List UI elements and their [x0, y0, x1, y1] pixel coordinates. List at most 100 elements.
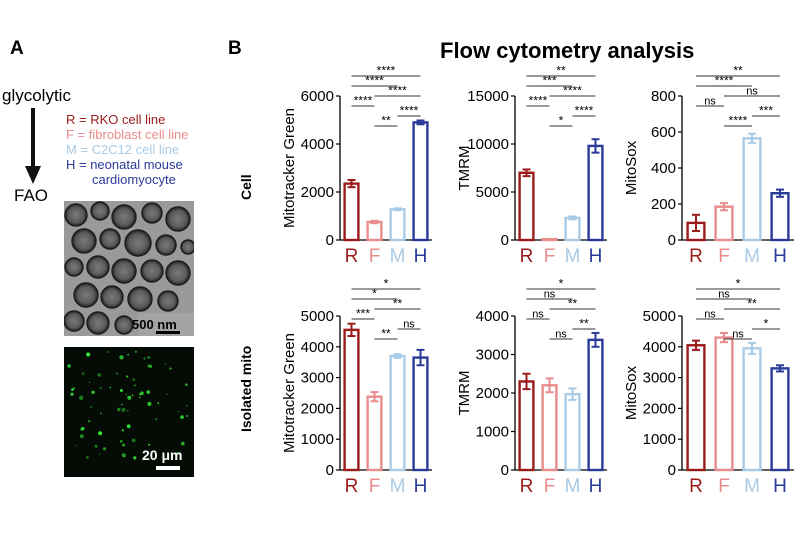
significance-label: **** [354, 94, 373, 108]
legend-item-m: M = C2C12 cell line [66, 142, 180, 157]
bar-F [714, 205, 734, 242]
significance-label: ** [568, 297, 578, 311]
y-tick-label: 0 [501, 462, 509, 479]
y-tick-label: 3000 [301, 370, 334, 387]
x-tick-label-R: R [689, 476, 703, 497]
legend-item-h-cont: cardiomyocyte [92, 172, 176, 187]
fluorescent-spot [97, 373, 102, 377]
fluorescent-spot [121, 404, 123, 406]
fluorescent-spot [127, 409, 129, 412]
fluorescence-mito-image [64, 347, 194, 477]
bar-R [518, 380, 535, 472]
y-tick-label: 4000 [476, 308, 509, 325]
fluorescent-spot [134, 384, 136, 387]
fluorescent-spot [155, 418, 158, 421]
x-tick-label-F: F [369, 246, 381, 267]
significance-label: * [559, 114, 564, 128]
x-tick-label-F: F [718, 246, 730, 267]
legend-item-f: F = fibroblast cell line [66, 127, 189, 142]
significance-label: * [372, 287, 377, 301]
significance-label: * [736, 277, 741, 291]
em-scale-bar-label: 500 nm [132, 317, 177, 332]
significance-label: ** [381, 327, 391, 341]
legend-item-h: H = neonatal mouse [66, 157, 183, 172]
y-tick-label: 4000 [301, 136, 334, 153]
y-axis-label: TMRM [456, 371, 473, 416]
fluorescent-spot [99, 386, 102, 389]
y-tick-label: 0 [668, 232, 676, 249]
fluorescent-spot [131, 438, 136, 443]
fluorescent-spot [119, 355, 124, 360]
fluorescent-spot [169, 367, 172, 370]
significance-label: **** [729, 114, 748, 128]
fluorescent-spot [139, 396, 141, 399]
x-tick-label-F: F [544, 246, 556, 267]
significance-label: ** [579, 317, 589, 331]
bar-R [518, 171, 535, 242]
fluorescent-spot [146, 390, 150, 394]
y-tick-label: 2000 [476, 385, 509, 402]
y-tick-label: 2000 [643, 400, 676, 417]
schematic-top-label: glycolytic [2, 86, 71, 105]
x-tick-label-R: R [520, 476, 534, 497]
bar-F [366, 395, 383, 472]
significance-label: ns [555, 329, 567, 341]
em-micrograph-image [64, 201, 194, 336]
x-tick-label-M: M [565, 476, 581, 497]
glycolysis-to-fao-arrow [25, 108, 41, 184]
fluorescent-spot [125, 394, 127, 396]
x-tick-label-R: R [345, 246, 359, 267]
significance-label: ns [403, 319, 415, 331]
significance-label: **** [715, 74, 734, 88]
x-tick-label-H: H [414, 476, 428, 497]
y-tick-label: 0 [326, 232, 334, 249]
fluorescent-spot [73, 387, 76, 390]
x-tick-label-H: H [589, 246, 603, 267]
y-tick-label: 200 [651, 196, 676, 213]
fluorescent-spot [176, 452, 179, 455]
fluorescent-spot [121, 407, 126, 412]
y-tick-label: 5000 [643, 308, 676, 325]
fluorescent-spot [99, 453, 101, 455]
fluorescent-spot [121, 453, 126, 458]
y-tick-label: 10000 [467, 136, 509, 153]
x-tick-label-R: R [345, 476, 359, 497]
x-tick-label-H: H [589, 476, 603, 497]
significance-label: ** [556, 64, 566, 78]
fluorescent-spot [131, 394, 134, 397]
fluorescent-spot [67, 364, 71, 368]
fluorescent-spot [186, 414, 189, 418]
significance-label: * [384, 277, 389, 291]
fluorescent-spot [122, 443, 125, 447]
fluorescent-spot [81, 427, 85, 431]
y-tick-label: 3000 [476, 347, 509, 364]
x-tick-label-F: F [544, 476, 556, 497]
x-tick-label-H: H [414, 246, 428, 267]
significance-label: ns [544, 289, 556, 301]
x-tick-label-F: F [718, 476, 730, 497]
x-tick-label-M: M [744, 476, 760, 497]
significance-label: ns [718, 289, 730, 301]
fluorescent-spot [133, 456, 137, 460]
significance-label: ** [393, 297, 403, 311]
y-tick-label: 4000 [301, 339, 334, 356]
bar-H [412, 121, 429, 242]
fluorescent-spot [147, 356, 151, 359]
panel-label-b: B [228, 38, 242, 59]
fluorescent-spot [134, 350, 137, 353]
bar-F [366, 220, 383, 242]
fluorescent-spot [127, 395, 132, 400]
significance-label: **** [563, 84, 582, 98]
legend-item-r: R = RKO cell line [66, 112, 166, 127]
y-axis-label: MitoSox [623, 365, 640, 420]
fluorescent-spot [88, 381, 91, 383]
x-tick-label-F: F [369, 476, 381, 497]
fluorescent-spot [186, 404, 188, 407]
significance-label: **** [529, 94, 548, 108]
bar-H [587, 144, 604, 242]
bar-R [686, 344, 706, 472]
